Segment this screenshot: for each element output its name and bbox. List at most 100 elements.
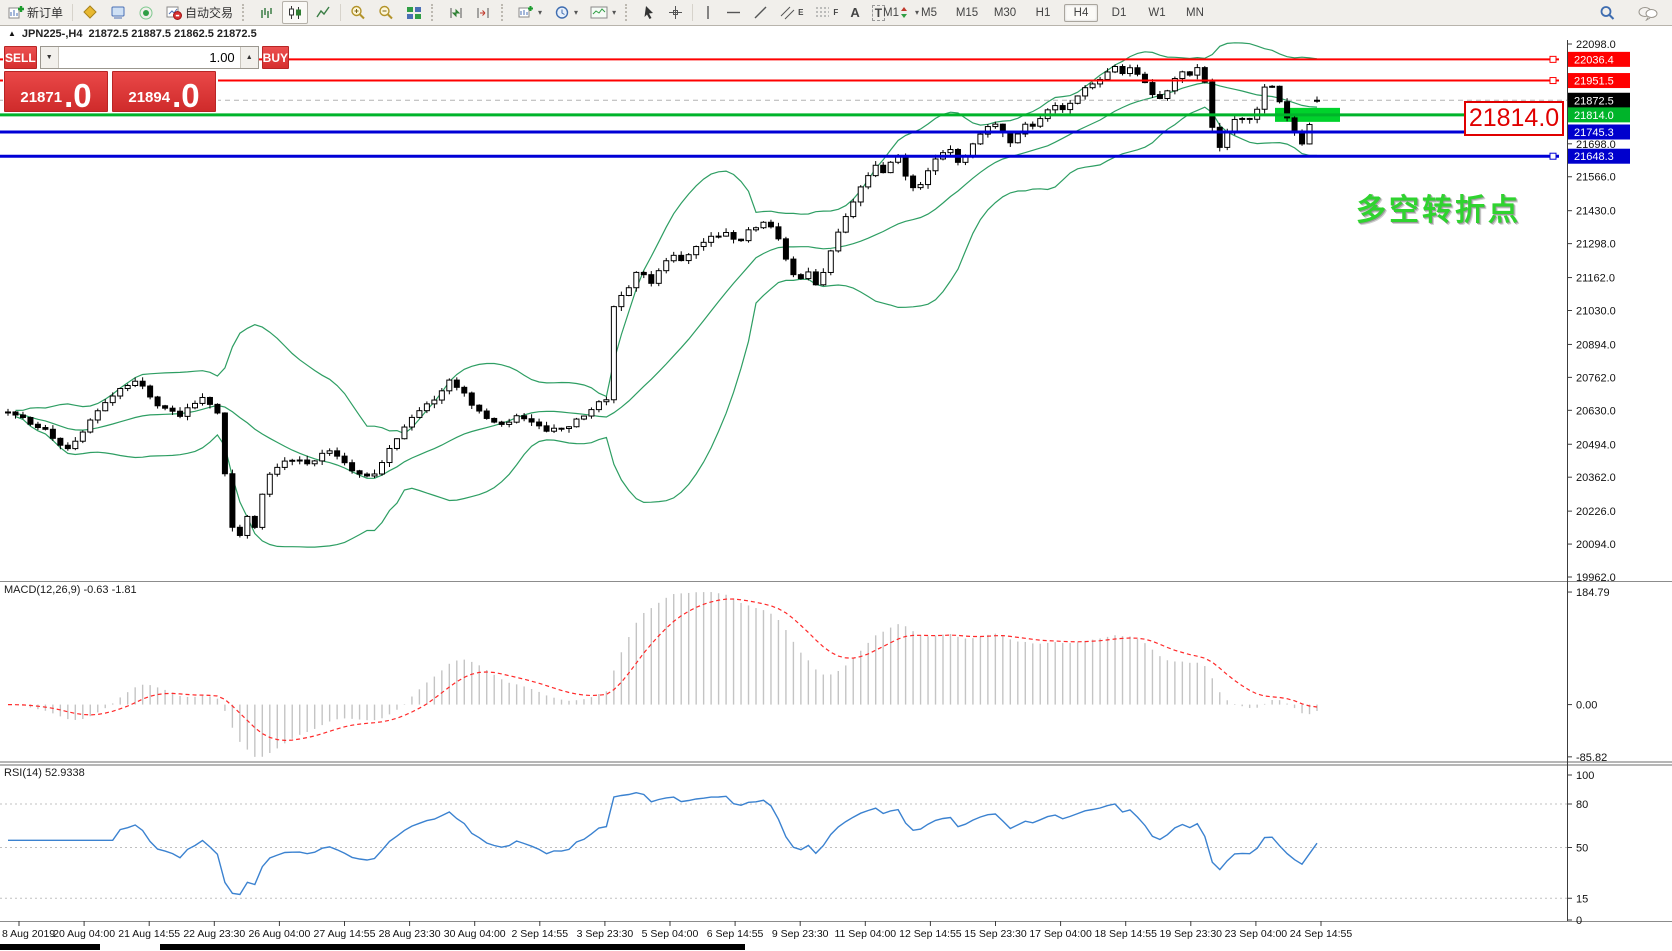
buy-button[interactable]: BUY [261, 46, 290, 69]
price-tick-label: 20494.0 [1576, 439, 1616, 451]
resistance-line-1-handle[interactable] [1549, 55, 1557, 63]
price-tick-label: 21430.0 [1576, 206, 1616, 218]
bar-chart-icon [261, 8, 272, 18]
svg-text:21814.0: 21814.0 [1574, 110, 1614, 122]
auto-scroll-button[interactable] [443, 1, 469, 24]
resistance-line-2-handle[interactable] [1549, 77, 1557, 85]
timeframe-button-M30[interactable]: M30 [993, 6, 1017, 19]
volume-decrease-button[interactable]: ▼ [40, 47, 59, 68]
timeframe-button-H1[interactable]: H1 [1035, 6, 1051, 19]
date-label: 15 Sep 23:30 [964, 928, 1027, 940]
timeframe-button-MN[interactable]: MN [1186, 6, 1204, 19]
timeframe-button-M5[interactable]: M5 [921, 6, 937, 19]
date-label: 24 Sep 14:55 [1290, 928, 1353, 940]
search-button[interactable] [1594, 1, 1621, 24]
fibonacci-label: F [833, 8, 839, 17]
text-button[interactable]: A [845, 1, 864, 24]
candlestick-chart-button[interactable] [282, 1, 309, 24]
buy-quote-button[interactable]: 21894 .0 [112, 71, 216, 112]
line-chart-button[interactable] [310, 1, 336, 24]
support-line-2-handle[interactable] [1549, 152, 1557, 160]
fibonacci-button[interactable]: F [810, 1, 843, 24]
price-tick-label: 20762.0 [1576, 372, 1616, 384]
svg-text:21872.5: 21872.5 [1574, 95, 1614, 107]
bar-chart-button[interactable] [254, 1, 280, 24]
timeframe-button-H4[interactable]: H4 [1064, 3, 1098, 22]
timeframe-button-M15[interactable]: M15 [955, 6, 979, 19]
horizontal-line-button[interactable] [721, 1, 746, 24]
auto-scroll-icon [450, 8, 462, 18]
zoom-in-button[interactable] [345, 1, 371, 24]
timeframe-button-D1[interactable]: D1 [1111, 6, 1127, 19]
volume-increase-button[interactable]: ▲ [239, 47, 258, 68]
macd-tick-label: 0.00 [1576, 700, 1597, 712]
horizontal-line-icon [727, 11, 741, 14]
sell-button[interactable]: SELL [4, 46, 37, 69]
date-label: 30 Aug 04:00 [444, 928, 506, 940]
vertical-line-button[interactable] [697, 1, 719, 24]
date-label: 26 Aug 04:00 [248, 928, 310, 940]
arrows-dropdown[interactable]: ▾ [892, 1, 924, 24]
zoom-out-button[interactable] [373, 1, 399, 24]
chat-button[interactable] [1633, 1, 1663, 24]
bollinger-upper-band [15, 42, 1318, 435]
macd-tick-label: 184.79 [1576, 587, 1610, 599]
sell-quote-button[interactable]: 21871 .0 [4, 71, 108, 112]
vertical-line-icon [707, 6, 709, 19]
price-tick-label: 21030.0 [1576, 306, 1616, 318]
zoom-in-icon [351, 5, 365, 20]
chevron-down-icon: ▾ [915, 8, 920, 17]
toolbar-grip [501, 4, 507, 21]
signals-button[interactable] [133, 1, 159, 24]
collapse-arrow-icon[interactable]: ▲ [8, 29, 16, 38]
text-label-button[interactable]: T [867, 1, 890, 24]
price-tick-label: 19962.0 [1576, 572, 1616, 584]
chart-title-bar: ▲ JPN225-,H4 21872.5 21887.5 21862.5 218… [0, 26, 1672, 41]
toolbar-separator [692, 4, 694, 21]
rsi-tick-label: 0 [1576, 915, 1582, 927]
date-label: 18 Sep 14:55 [1094, 928, 1157, 940]
crosshair-button[interactable] [663, 1, 688, 24]
candlestick-chart-icon [289, 6, 302, 19]
date-label: 23 Sep 04:00 [1225, 928, 1288, 940]
scrollbar-thumb[interactable] [160, 944, 745, 950]
channel-button[interactable]: E [775, 1, 808, 24]
sell-price-dec: .0 [64, 76, 92, 114]
market-icon [111, 6, 125, 19]
templates-dropdown[interactable]: ▾ [585, 1, 621, 24]
turning-point-annotation[interactable]: 多空转折点 [1356, 194, 1521, 227]
date-label: 9 Sep 23:30 [772, 928, 829, 940]
date-label: 12 Sep 14:55 [899, 928, 962, 940]
tile-windows-button[interactable] [401, 1, 427, 24]
chat-icon [1638, 6, 1658, 21]
date-label: 22 Aug 23:30 [183, 928, 245, 940]
timeframe-button-W1[interactable]: W1 [1148, 6, 1166, 19]
arrows-icon [901, 7, 908, 18]
rsi-tick-label: 100 [1576, 770, 1594, 782]
buy-price-int: 21894 [128, 89, 171, 106]
volume-input[interactable] [58, 47, 240, 68]
price-badge: 21872.5 [1568, 92, 1630, 108]
rsi-indicator-label: RSI(14) 52.9338 [4, 767, 85, 779]
metaeditor-button[interactable] [77, 1, 103, 24]
price-annotation-label[interactable]: 21814.0 [1464, 101, 1564, 136]
date-label: 5 Sep 04:00 [642, 928, 699, 940]
period-dropdown[interactable]: ▾ [549, 1, 583, 24]
scrollbar-segment[interactable] [0, 944, 100, 950]
bollinger-lower-band [15, 106, 1317, 548]
new-order-button[interactable]: 新订单 [3, 1, 68, 24]
price-tick-label: 20226.0 [1576, 506, 1616, 518]
cursor-button[interactable] [637, 1, 661, 24]
date-label: 3 Sep 23:30 [577, 928, 634, 940]
toolbar-grip [431, 4, 437, 21]
chart-shift-button[interactable] [471, 1, 497, 24]
trendline-icon [754, 6, 767, 19]
market-button[interactable] [105, 1, 131, 24]
timeframe-button-M1[interactable]: M1 [883, 6, 899, 19]
autotrading-button[interactable]: 自动交易 [161, 1, 238, 24]
date-label: 11 Sep 04:00 [834, 928, 896, 940]
trendline-button[interactable] [748, 1, 773, 24]
new-chart-dropdown[interactable]: ▾ [513, 1, 547, 24]
